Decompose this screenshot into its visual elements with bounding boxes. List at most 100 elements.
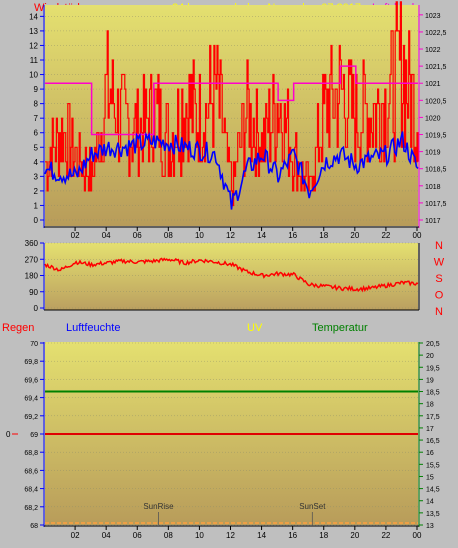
wind-y-tick-label: 11 [30,56,39,65]
wind-x-tick-label: 10 [195,231,204,240]
wind-y-tick-label: 8 [34,100,39,109]
humidity-y-tick-label: 68,8 [24,450,38,457]
climate-x-tick-label: 20 [350,531,359,540]
climate-x-tick-label: 12 [226,531,235,540]
pressure-y-tick-label: 1021 [425,81,441,88]
humidity-y-tick-label: 69 [30,432,38,439]
wind-y-tick-label: 1 [34,201,39,210]
temperature-y-tick-label: 18,5 [426,390,440,397]
temperature-y-tick-label: 20 [426,353,434,360]
temperatur-label: Temperatur [312,322,368,334]
wind-x-tick-label: 18 [319,231,328,240]
direction-y-tick-label: 360 [25,239,39,248]
humidity-y-tick-label: 68,2 [24,505,38,512]
wind-x-tick-label: 00 [413,231,422,240]
wind-average-series [44,131,419,210]
wind-y-tick-label: 3 [34,172,39,181]
temperature-y-tick-label: 20,5 [426,341,440,348]
pressure-y-tick-label: 1020,5 [425,98,447,105]
climate-x-tick-label: 16 [288,531,297,540]
pressure-y-tick-label: 1022 [425,47,441,54]
temperature-y-tick-label: 14,5 [426,487,440,494]
temperature-y-tick-label: 14 [426,499,434,506]
humidity-y-tick-label: 69,8 [24,359,38,366]
wind-x-tick-label: 16 [288,231,297,240]
pressure-y-tick-label: 1019 [425,150,441,157]
climate-x-tick-label: 06 [133,531,142,540]
wind-y-tick-label: 2 [34,187,39,196]
wind-x-tick-label: 12 [226,231,235,240]
climate-x-tick-label: 14 [257,531,266,540]
uv-label: UV [247,322,263,334]
pressure-y-tick-label: 1020 [425,115,441,122]
pressure-y-tick-label: 1018 [425,184,441,191]
direction-y-tick-label: 180 [25,272,39,281]
temperature-y-tick-label: 15 [426,474,434,481]
climate-x-tick-label: 22 [381,531,390,540]
pressure-y-tick-label: 1021,5 [425,64,447,71]
wind-y-tick-label: 6 [34,129,39,138]
humidity-y-tick-label: 70 [30,341,38,348]
pressure-y-tick-label: 1022,5 [425,30,447,37]
temperature-y-tick-label: 16,5 [426,438,440,445]
climate-x-tick-label: 10 [195,531,204,540]
compass-label: N [435,240,443,252]
wind-x-tick-label: 06 [133,231,142,240]
pressure-y-tick-label: 1018,5 [425,167,447,174]
climate-x-tick-label: 00 [413,531,422,540]
pressure-series [45,65,418,136]
climate-x-tick-label: 04 [102,531,111,540]
compass-label: W [434,257,445,269]
wind-y-tick-label: 12 [29,41,38,50]
luftfeuchte-label: Luftfeuchte [66,322,120,334]
pressure-y-tick-label: 1019,5 [425,133,447,140]
regen-tick-label: 0 [6,430,11,439]
wind-x-tick-label: 22 [381,231,390,240]
direction-y-tick-label: 90 [29,288,38,297]
climate-x-tick-label: 18 [319,531,328,540]
wind-pressure-plot-area [45,5,418,226]
direction-y-tick-label: 270 [25,255,39,264]
temperature-y-tick-label: 15,5 [426,462,440,469]
wind-y-tick-label: 10 [29,71,38,80]
wind-x-tick-label: 20 [350,231,359,240]
wind-direction-series [44,257,419,293]
temperature-y-tick-label: 17 [426,426,434,433]
temperature-y-tick-label: 13 [426,523,434,530]
wind-x-tick-label: 08 [164,231,173,240]
temperature-y-tick-label: 18 [426,402,434,409]
pressure-y-tick-label: 1023 [425,13,441,20]
pressure-y-tick-label: 1017,5 [425,201,447,208]
wind-x-tick-label: 14 [257,231,266,240]
temperature-y-tick-label: 13,5 [426,511,440,518]
humidity-y-tick-label: 69,2 [24,414,38,421]
wind-x-tick-label: 04 [102,231,111,240]
wind-y-tick-label: 9 [34,85,39,94]
compass-label: O [435,290,444,302]
wind-direction-plot-area [45,243,418,310]
sun-annotation-label: SunRise [143,502,174,511]
wind-y-tick-label: 7 [34,114,39,123]
humidity-y-tick-label: 68,6 [24,468,38,475]
temperature-y-tick-label: 17,5 [426,414,440,421]
temperature-y-tick-label: 16 [426,450,434,457]
humidity-y-tick-label: 69,4 [24,396,38,403]
direction-y-tick-label: 0 [34,304,39,313]
sun-annotation-label: SunSet [299,502,326,511]
wind-y-tick-label: 13 [29,27,38,36]
humidity-y-tick-label: 68,4 [24,487,38,494]
wind-y-tick-label: 4 [34,158,39,167]
humidity-y-tick-label: 69,6 [24,377,38,384]
wind-y-tick-label: 14 [29,12,38,21]
climate-x-tick-label: 08 [164,531,173,540]
temperature-y-tick-label: 19 [426,377,434,384]
compass-label: S [435,273,442,285]
wind-y-tick-label: 5 [34,143,39,152]
climate-x-tick-label: 02 [71,531,80,540]
pressure-y-tick-label: 1017 [425,218,441,225]
humidity-y-tick-label: 68 [30,523,38,530]
wind-x-tick-label: 02 [71,231,80,240]
compass-label: N [435,306,443,318]
